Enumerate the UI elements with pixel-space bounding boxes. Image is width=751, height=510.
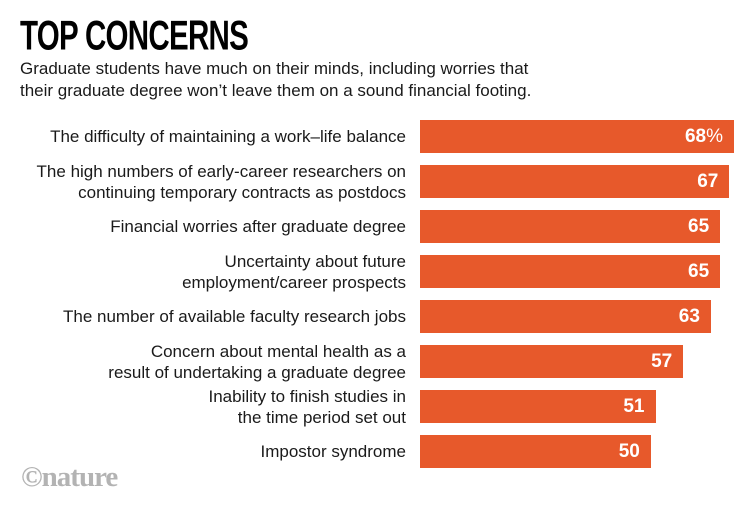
bar: 68% (420, 120, 734, 153)
bar: 57 (420, 345, 684, 378)
chart-subtitle: Graduate students have much on their min… (20, 58, 531, 102)
bar-row: Uncertainty about future employment/care… (0, 252, 740, 292)
bar-track: 65 (420, 210, 734, 243)
bar-chart: The difficulty of maintaining a work–lif… (0, 120, 740, 480)
bar-row: Impostor syndrome 50 (0, 435, 740, 468)
bar-value-suffix: % (706, 125, 723, 147)
bar-value-number: 67 (697, 170, 719, 192)
bar-row: The difficulty of maintaining a work–lif… (0, 120, 740, 153)
chart-subtitle-line-1: Graduate students have much on their min… (20, 59, 529, 78)
bar-value-number: 68 (684, 125, 707, 147)
bar-track: 57 (420, 345, 734, 378)
chart-title: TOP CONCERNS (20, 12, 249, 59)
bar: 67 (420, 165, 730, 198)
bar-row: The number of available faculty research… (0, 300, 740, 333)
bar-row: Concern about mental health as a result … (0, 342, 740, 382)
bar-value-number: 50 (618, 440, 640, 462)
bar-track: 68% (420, 120, 734, 153)
bar-value-number: 65 (688, 215, 710, 237)
bar: 63 (420, 300, 711, 333)
bar-label: Financial worries after graduate degree (110, 217, 406, 236)
bar-value-number: 57 (651, 350, 673, 372)
bar-label: Uncertainty about future employment/care… (182, 251, 406, 292)
bar-label: Inability to finish studies in the time … (208, 386, 407, 427)
bar-row: The high numbers of early-career researc… (0, 162, 740, 202)
bar-value-number: 65 (688, 260, 710, 282)
bar-track: 67 (420, 165, 734, 198)
bar-label: The high numbers of early-career researc… (36, 161, 406, 202)
nature-watermark: ©nature (21, 461, 118, 493)
bar: 65 (420, 210, 721, 243)
bar-track: 51 (420, 390, 734, 423)
bar-track: 63 (420, 300, 734, 333)
bar: 65 (420, 255, 721, 288)
bar-track: 65 (420, 255, 734, 288)
bar-row: Inability to finish studies in the time … (0, 387, 740, 427)
bar-value-number: 51 (623, 395, 645, 417)
bar: 50 (420, 435, 651, 468)
bar-label: The number of available faculty research… (62, 307, 406, 326)
chart-subtitle-line-2: their graduate degree won’t leave them o… (20, 81, 532, 100)
bar-label: The difficulty of maintaining a work–lif… (50, 127, 406, 146)
bar-row: Financial worries after graduate degree … (0, 210, 740, 243)
bar-label: Concern about mental health as a result … (108, 341, 406, 382)
bar-value-number: 63 (678, 305, 700, 327)
bar: 51 (420, 390, 656, 423)
bar-label: Impostor syndrome (260, 442, 407, 461)
bar-track: 50 (420, 435, 734, 468)
